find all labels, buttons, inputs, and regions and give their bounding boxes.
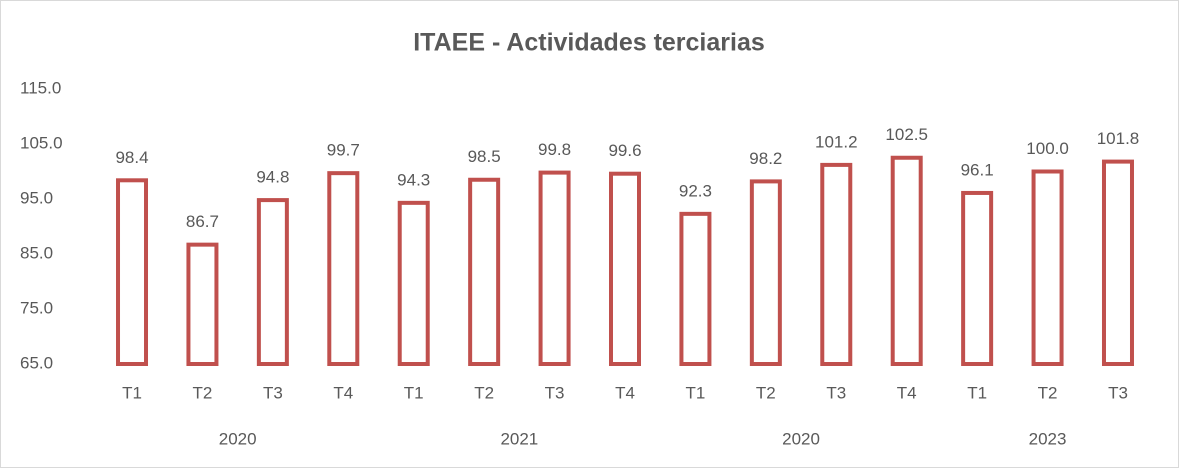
- x-tick-label: T1: [122, 383, 142, 402]
- x-tick-label: T1: [967, 383, 987, 402]
- bar: [820, 162, 853, 366]
- bar: [749, 179, 782, 366]
- x-tick-label: T4: [333, 383, 353, 402]
- bar: [961, 190, 994, 366]
- value-label: 86.7: [186, 212, 219, 231]
- y-tick-label: 115.0: [20, 78, 61, 97]
- bar: [186, 242, 219, 366]
- bar: [468, 177, 501, 366]
- y-tick-label: 85.0: [20, 243, 53, 262]
- y-tick-label: 75.0: [20, 298, 53, 317]
- chart-title: ITAEE - Actividades terciarias: [413, 29, 765, 57]
- x-tick-label: T4: [615, 383, 635, 402]
- value-label: 96.1: [961, 160, 994, 179]
- value-label: 101.8: [1097, 129, 1140, 148]
- value-label: 98.4: [115, 148, 148, 167]
- bar: [538, 170, 571, 366]
- x-tick-label: T3: [1108, 383, 1128, 402]
- bar: [609, 171, 641, 366]
- y-tick-label: 95.0: [20, 188, 53, 207]
- value-label: 99.8: [538, 140, 571, 159]
- value-label: 102.5: [885, 125, 928, 144]
- group-label: 2023: [1029, 429, 1067, 448]
- x-tick-label: T3: [826, 383, 846, 402]
- bar: [679, 211, 712, 366]
- value-label: 92.3: [679, 181, 712, 200]
- value-label: 99.6: [608, 141, 641, 160]
- y-tick-label: 105.0: [20, 133, 63, 152]
- group-label: 2020: [782, 429, 820, 448]
- y-tick-label: 65.0: [20, 353, 53, 372]
- bar: [327, 171, 360, 366]
- value-label: 99.7: [327, 141, 360, 160]
- value-label: 100.0: [1026, 139, 1069, 158]
- x-tick-label: T2: [193, 383, 213, 402]
- x-tick-label: T2: [474, 383, 494, 402]
- x-tick-label: T1: [404, 383, 424, 402]
- value-label: 98.5: [468, 147, 501, 166]
- value-label: 98.2: [749, 149, 782, 168]
- bar: [256, 198, 289, 366]
- value-label: 94.3: [397, 170, 430, 189]
- bar: [1101, 159, 1134, 366]
- group-label: 2021: [500, 429, 538, 448]
- x-tick-label: T3: [545, 383, 565, 402]
- x-tick-label: T1: [686, 383, 706, 402]
- group-label: 2020: [219, 429, 257, 448]
- x-tick-label: T4: [897, 383, 917, 402]
- x-tick-label: T2: [756, 383, 776, 402]
- bar: [1031, 169, 1064, 366]
- x-tick-label: T3: [263, 383, 283, 402]
- bar: [397, 200, 430, 366]
- bar: [116, 178, 149, 366]
- value-label: 101.2: [815, 132, 858, 151]
- bar: [890, 155, 923, 366]
- x-tick-label: T2: [1038, 383, 1058, 402]
- value-label: 94.8: [256, 168, 289, 187]
